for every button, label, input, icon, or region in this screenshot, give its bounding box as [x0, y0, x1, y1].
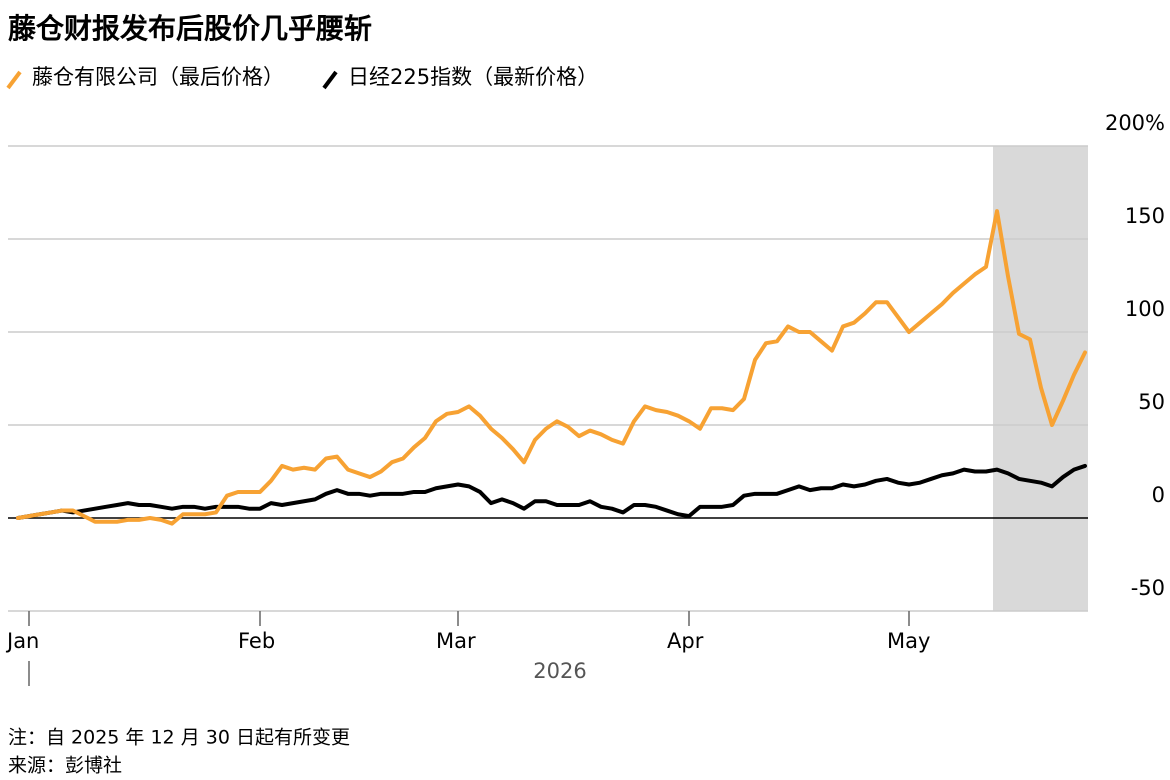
series-line	[16, 463, 1087, 520]
x-tick-label: May	[887, 629, 930, 653]
x-tick-label: Jan	[5, 629, 39, 653]
series-line	[16, 209, 1087, 526]
y-tick-label: -50	[1131, 576, 1165, 600]
legend-label: 日经225指数（最新价格）	[348, 65, 598, 89]
x-group-label: 2026	[533, 659, 586, 683]
x-tick-label: Mar	[436, 629, 476, 653]
y-tick-label: 200%	[1105, 111, 1165, 135]
y-tick-label: 100	[1125, 297, 1165, 321]
chart-title: 藤仓财报发布后股价几乎腰斩	[8, 12, 372, 45]
source: 来源：彭博社	[8, 755, 122, 777]
y-tick-label: 150	[1125, 204, 1165, 228]
legend-label: 藤仓有限公司（最后价格）	[32, 65, 284, 89]
x-tick-label: Feb	[238, 629, 275, 653]
y-tick-label: 0	[1152, 483, 1165, 507]
footnote: 注：自 2025 年 12 月 30 日起有所变更	[8, 727, 350, 749]
y-tick-label: 50	[1138, 390, 1165, 414]
legend-swatch	[6, 70, 22, 90]
legend-swatch	[322, 70, 338, 90]
x-tick-label: Apr	[667, 629, 704, 653]
